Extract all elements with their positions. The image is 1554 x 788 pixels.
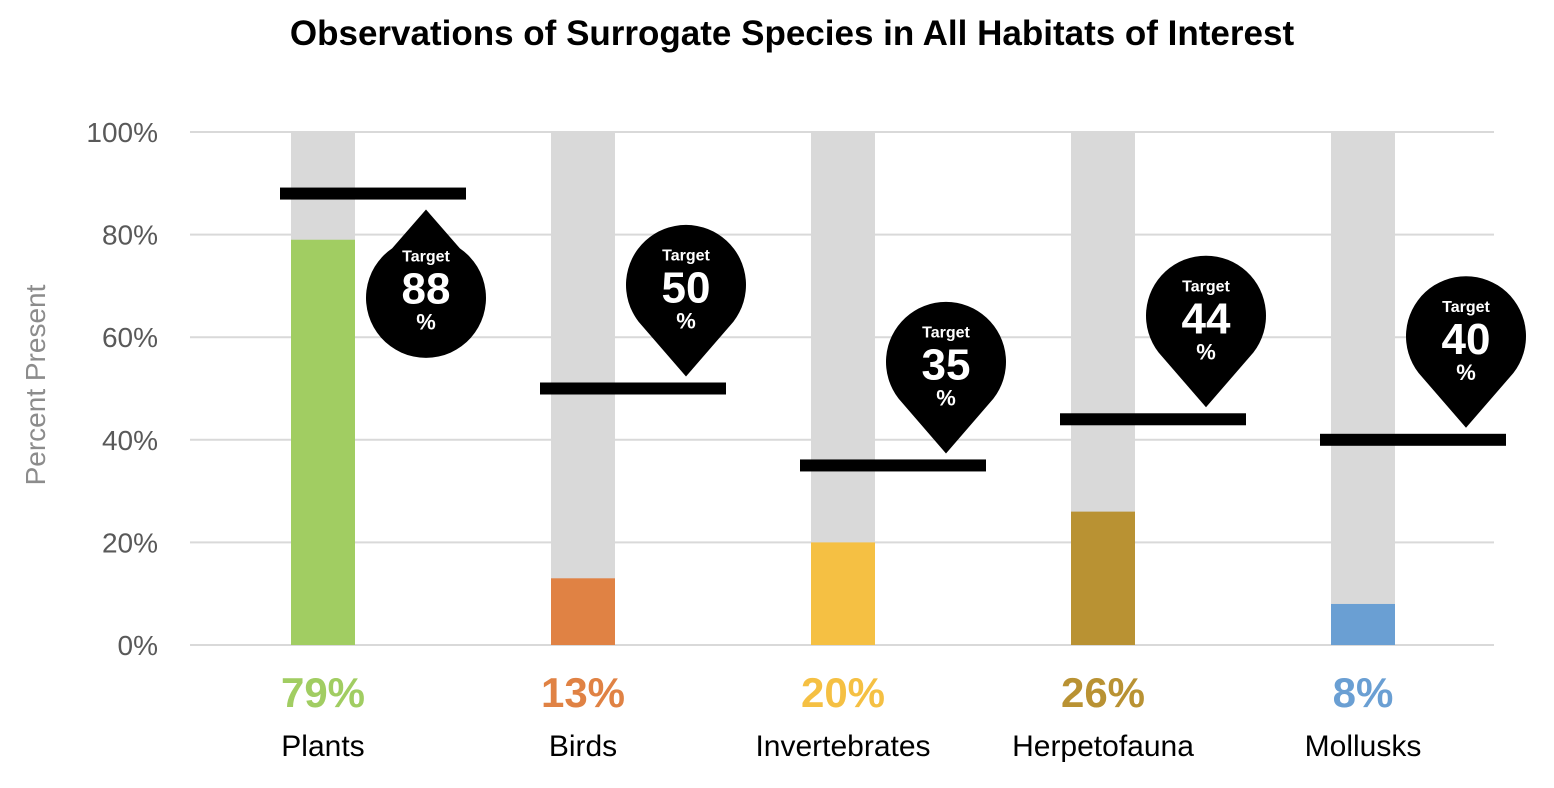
y-tick-label: 60% (102, 322, 158, 353)
y-tick-label: 0% (118, 630, 158, 661)
target-line (540, 382, 726, 395)
y-tick-label: 20% (102, 527, 158, 558)
target-pin (1146, 255, 1267, 408)
value-label: 13% (541, 669, 625, 716)
category-label: Mollusks (1305, 730, 1422, 763)
target-line (1320, 433, 1506, 446)
bar (811, 542, 875, 645)
target-pin-value: 88 (402, 265, 451, 314)
category-label: Herpetofauna (1012, 730, 1194, 763)
target-pin-unit: % (1456, 360, 1476, 385)
target-pin-unit: % (676, 309, 696, 334)
chart-title: Observations of Surrogate Species in All… (289, 14, 1295, 53)
target-line (800, 459, 986, 472)
bar (291, 239, 355, 646)
category-label: Invertebrates (755, 730, 930, 763)
value-label: 79% (281, 669, 365, 716)
target-pin-word: Target (1442, 299, 1490, 316)
category-label: Plants (281, 730, 364, 763)
y-axis-ticks: 0% 20% 40% 60% 80% 100% (86, 117, 158, 661)
value-label: 8% (1333, 669, 1394, 716)
value-label: 26% (1061, 669, 1145, 716)
target-pin-word: Target (1182, 278, 1230, 295)
target-pin (366, 209, 487, 358)
y-tick-label: 100% (86, 117, 158, 148)
bar (1071, 511, 1135, 645)
y-tick-label: 40% (102, 425, 158, 456)
target-pin-value: 35 (922, 340, 971, 389)
target-pin-unit: % (416, 310, 436, 335)
target-pin-unit: % (936, 385, 956, 410)
target-line (1060, 413, 1246, 426)
bar-background (1331, 132, 1395, 645)
target-pin-word: Target (922, 324, 970, 341)
bar (551, 578, 615, 645)
target-pin-word: Target (662, 248, 710, 265)
target-pin (886, 301, 1006, 454)
category-labels: 79% Plants 13% Birds 20% Invertebrates 26% Herp… (281, 669, 1421, 763)
target-pin-unit: % (1196, 339, 1216, 364)
target-pin (626, 224, 747, 377)
y-tick-label: 80% (102, 220, 158, 251)
category-label: Birds (549, 730, 617, 763)
target-pin-word: Target (402, 249, 450, 266)
target-pin-value: 44 (1182, 294, 1231, 343)
target-pin (1406, 276, 1526, 428)
bar (1331, 603, 1395, 645)
bars (291, 132, 1395, 646)
target-pin-value: 40 (1442, 315, 1491, 364)
value-label: 20% (801, 669, 885, 716)
y-axis-label: Percent Present (20, 284, 51, 485)
target-line (280, 187, 466, 200)
target-pin-value: 50 (662, 264, 711, 313)
